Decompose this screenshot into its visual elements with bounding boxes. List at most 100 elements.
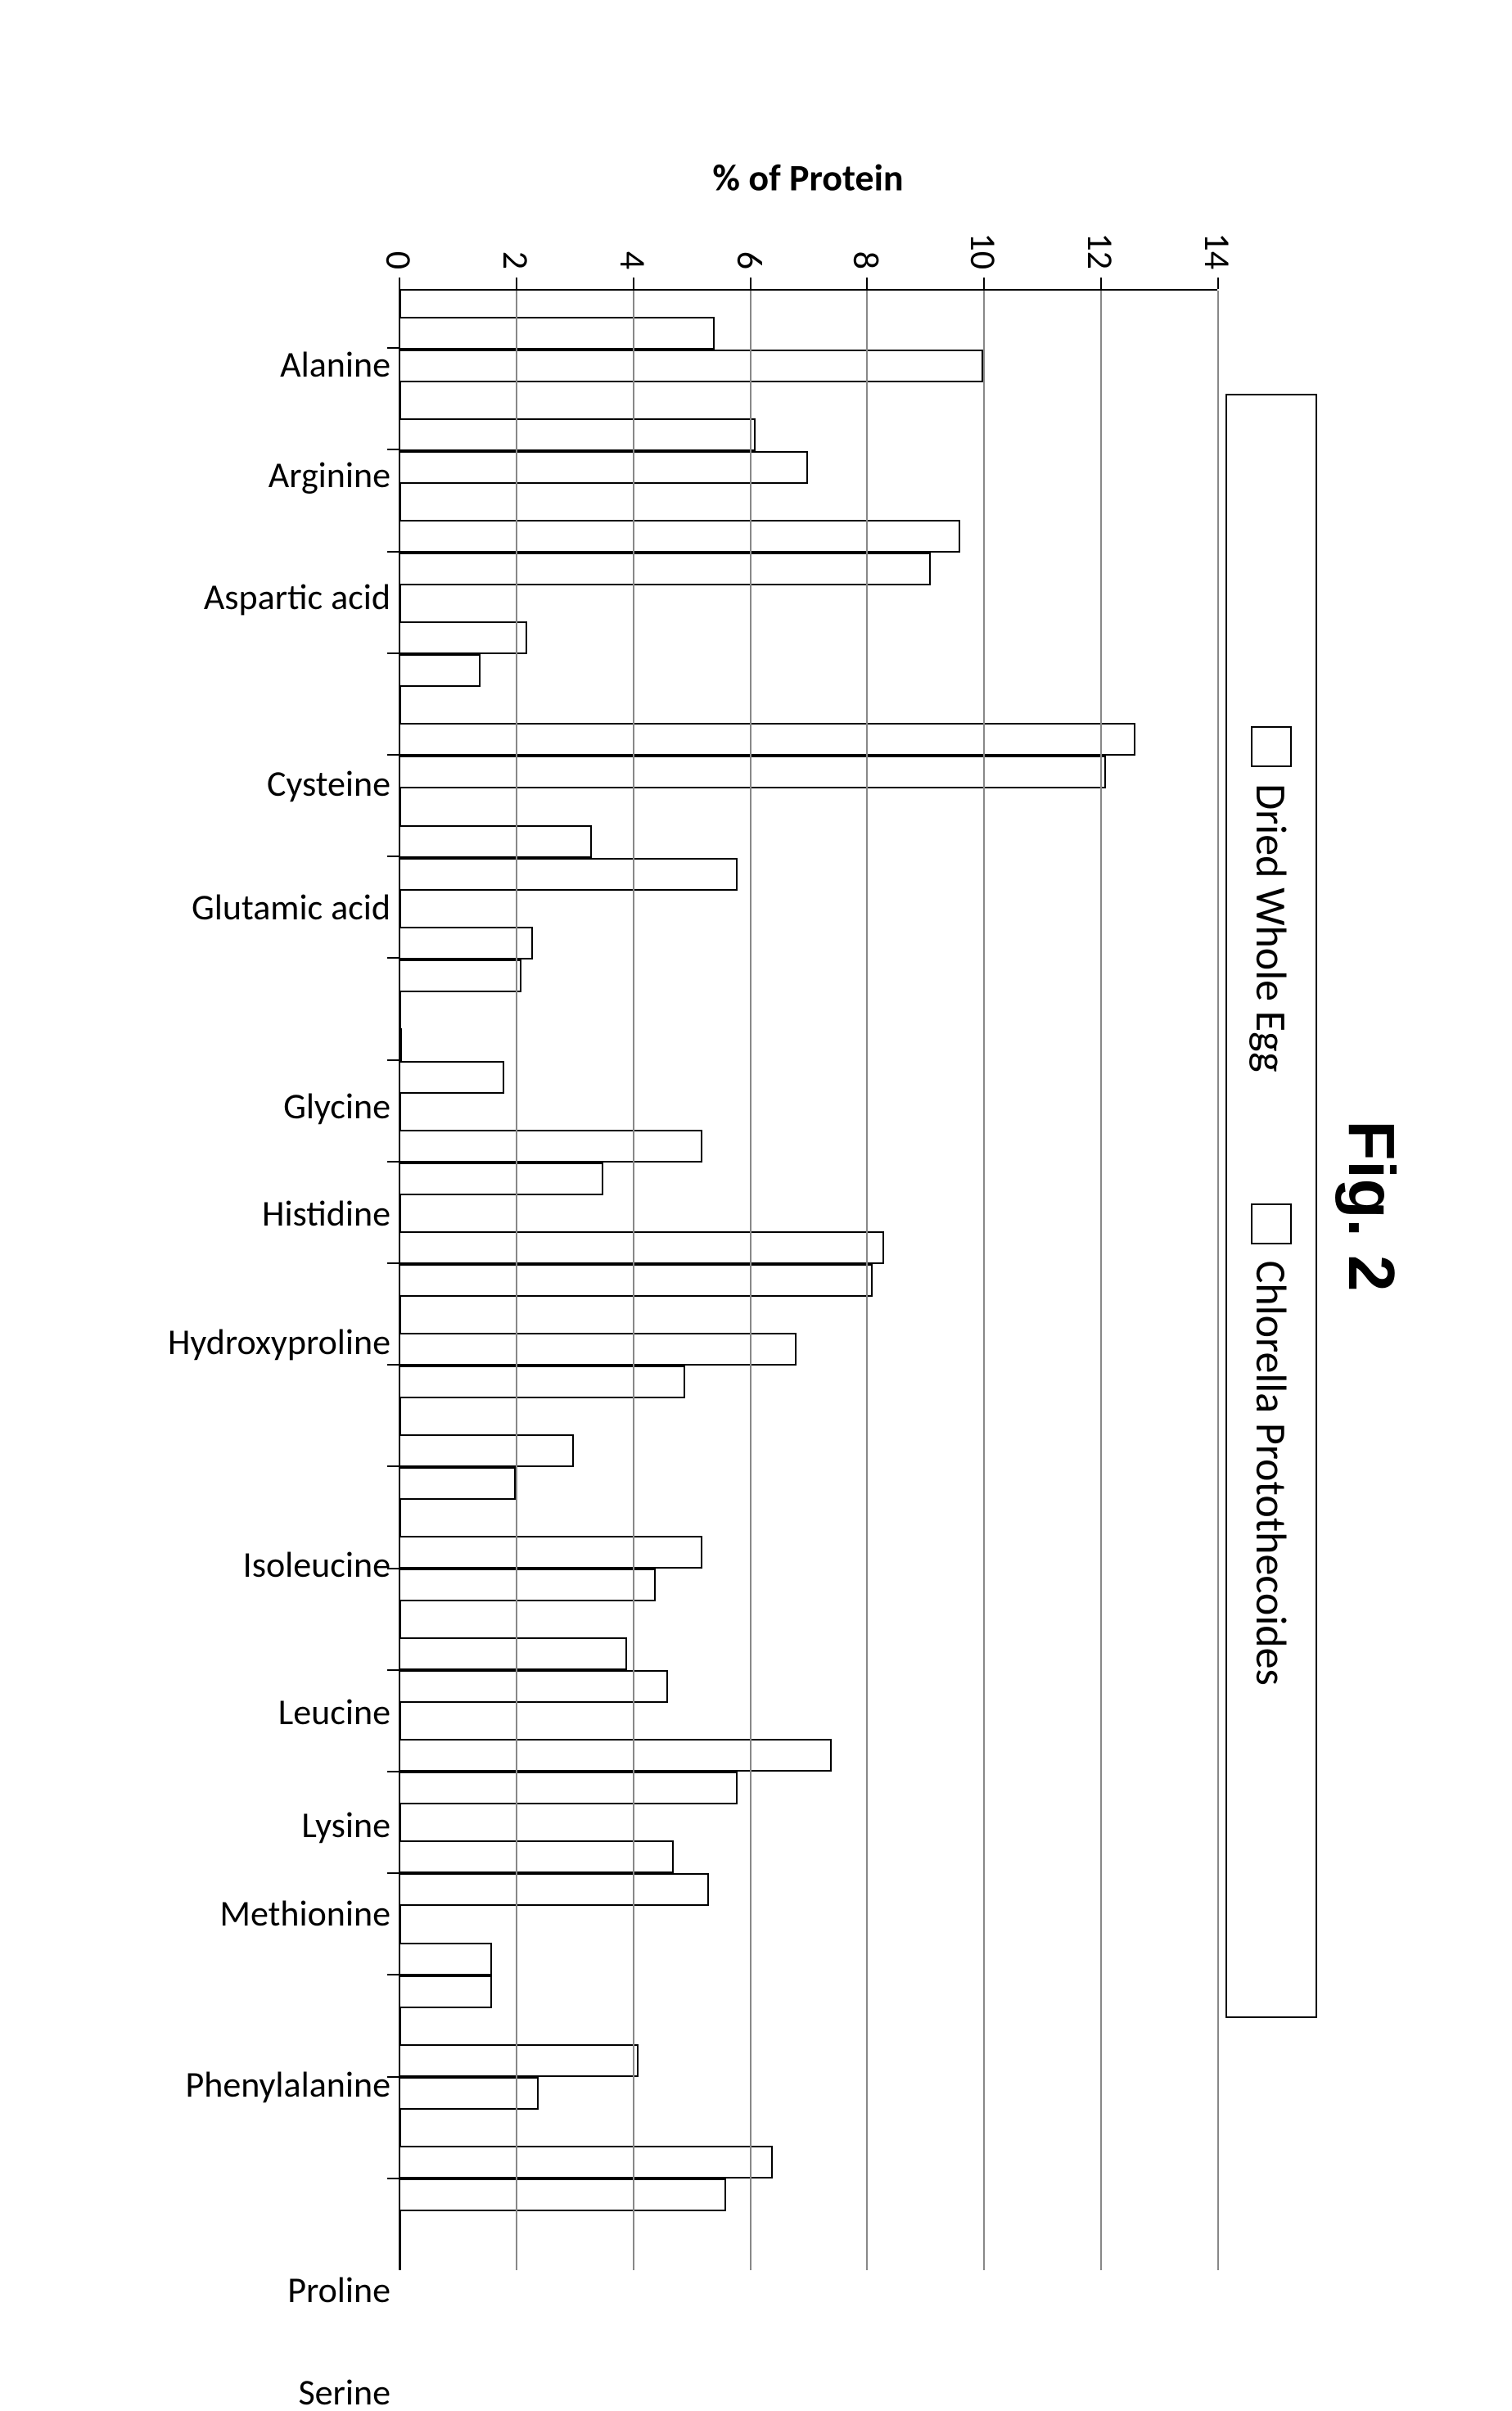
bar-chlorella-protothecoides [399, 654, 481, 687]
bar-groups [399, 291, 1217, 2237]
bar-group [399, 1942, 492, 2007]
x-tick-label: Isoleucine [242, 1542, 390, 1587]
bar-group [399, 2043, 639, 2109]
bar-dried-whole-egg [399, 824, 592, 857]
y-tick-label: 2 [493, 251, 537, 269]
y-tick-mark [749, 278, 751, 289]
bar-chlorella-protothecoides [399, 1975, 492, 2007]
x-tick-label: Glutamic acid [192, 885, 390, 929]
legend-swatch-egg [1251, 726, 1292, 767]
bar-dried-whole-egg [399, 1637, 627, 1670]
x-tick-label: Leucine [278, 1690, 390, 1734]
figure-title: Fig. 2 [1334, 142, 1409, 2270]
bar-chlorella-protothecoides [399, 1365, 685, 1397]
y-tick-mark [399, 278, 400, 289]
y-tick-mark [983, 278, 985, 289]
bar-group [399, 1332, 797, 1397]
legend-label-egg: Dried Whole Egg [1245, 783, 1298, 1072]
y-tick-label: 4 [610, 251, 654, 269]
bar-dried-whole-egg [399, 1230, 884, 1263]
bar-dried-whole-egg [399, 520, 960, 553]
bar-chlorella-protothecoides [399, 350, 983, 382]
y-tick-label: 14 [1195, 233, 1239, 269]
x-axis: AlanineArginineAspartic acidCysteineGlut… [104, 289, 399, 2270]
x-tick-label: Cysteine [267, 761, 390, 806]
bar-group [399, 418, 808, 484]
legend-item-chlorella: Chlorella Protothecoides [1245, 1203, 1298, 1685]
bar-chlorella-protothecoides [399, 451, 808, 484]
bar-dried-whole-egg [399, 1942, 492, 1975]
x-axis-spacer [104, 215, 399, 289]
bar-group [399, 1637, 668, 1703]
bar-chlorella-protothecoides [399, 1873, 709, 1906]
bar-dried-whole-egg [399, 926, 533, 959]
y-axis: 02468101214 [399, 215, 1217, 289]
x-tick-label: Phenylalanine [185, 2061, 390, 2106]
x-tick-label: Glycine [283, 1084, 390, 1128]
legend: Dried Whole Egg Chlorella Protothecoides [1225, 394, 1317, 2018]
y-tick-label: 8 [844, 251, 888, 269]
legend-label-chlorella: Chlorella Protothecoides [1245, 1260, 1298, 1685]
bar-dried-whole-egg [399, 1840, 674, 1873]
x-tick-label: Lysine [301, 1802, 390, 1846]
y-tick-label: 12 [1078, 233, 1122, 269]
y-tick-mark [632, 278, 634, 289]
bar-dried-whole-egg [399, 317, 715, 350]
x-tick-label: Hydroxyproline [167, 1320, 390, 1364]
x-axis-labels: AlanineArginineAspartic acidCysteineGlut… [346, 289, 390, 2237]
y-axis-label: % of Protein [712, 156, 903, 201]
x-tick-label: Proline [287, 2267, 390, 2311]
bar-chlorella-protothecoides [399, 1670, 668, 1703]
bar-chlorella-protothecoides [399, 857, 738, 890]
bar-group [399, 1434, 574, 1500]
bar-group [399, 1739, 832, 1804]
bar-dried-whole-egg [399, 1027, 402, 1060]
x-tick-label: Alanine [280, 342, 390, 386]
bar-dried-whole-egg [399, 1332, 797, 1365]
figure-composition: Fig. 2 Dried Whole Egg Chlorella Prototh… [104, 142, 1409, 2270]
bar-dried-whole-egg [399, 1739, 832, 1772]
bar-group [399, 317, 983, 382]
bar-chlorella-protothecoides [399, 1162, 603, 1194]
bar-group [399, 621, 527, 687]
bar-chlorella-protothecoides [399, 1772, 738, 1804]
y-tick-mark [515, 278, 517, 289]
y-tick-mark [1100, 278, 1102, 289]
y-axis-label-wrap: % of Protein [399, 142, 1217, 215]
x-tick-label: Serine [298, 2370, 390, 2411]
bar-dried-whole-egg [399, 418, 756, 451]
x-tick-label: Aspartic acid [203, 575, 390, 619]
bar-group [399, 520, 960, 585]
bar-chlorella-protothecoides [399, 1467, 516, 1500]
legend-swatch-chlorella [1251, 1203, 1292, 1244]
y-tick-mark [1217, 278, 1219, 289]
x-axis-row: AlanineArginineAspartic acidCysteineGlut… [104, 142, 399, 2270]
bar-group [399, 723, 1135, 788]
y-tick-label: 6 [727, 251, 771, 269]
bar-chlorella-protothecoides [399, 1060, 504, 1093]
chart-row: % of Protein 02468101214 [399, 142, 1217, 2270]
rotated-wrapper: Fig. 2 Dried Whole Egg Chlorella Prototh… [104, 142, 1409, 2270]
bar-dried-whole-egg [399, 2043, 639, 2076]
bar-chlorella-protothecoides [399, 2178, 726, 2210]
bar-group [399, 926, 533, 991]
page: Fig. 2 Dried Whole Egg Chlorella Prototh… [0, 0, 1512, 2411]
bar-group [399, 1230, 884, 1296]
bar-group [399, 1027, 504, 1093]
bar-dried-whole-egg [399, 2145, 773, 2178]
y-tick-mark [866, 278, 868, 289]
bar-chlorella-protothecoides [399, 1569, 656, 1601]
y-tick-label: 0 [377, 251, 421, 269]
plot-area [399, 289, 1217, 2270]
bar-chlorella-protothecoides [399, 553, 931, 585]
bar-dried-whole-egg [399, 1434, 574, 1467]
x-axis-spacer [104, 142, 399, 215]
bar-chlorella-protothecoides [399, 2076, 539, 2109]
bar-chlorella-protothecoides [399, 959, 521, 991]
bar-group [399, 1536, 702, 1601]
bar-dried-whole-egg [399, 723, 1135, 756]
bar-group [399, 824, 738, 890]
bar-group [399, 1840, 709, 1906]
bar-chlorella-protothecoides [399, 756, 1106, 788]
x-tick-label: Histidine [262, 1191, 390, 1235]
